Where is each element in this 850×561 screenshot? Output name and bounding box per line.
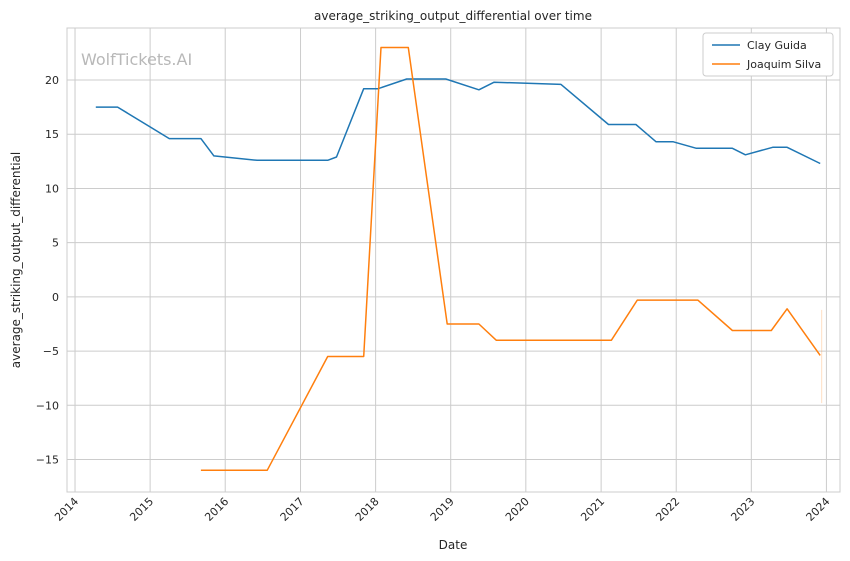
legend-label-clay-guida: Clay Guida bbox=[747, 39, 807, 52]
legend: Clay Guida Joaquim Silva bbox=[702, 32, 834, 77]
y-tick-label: 0 bbox=[52, 291, 59, 304]
y-tick-label: −15 bbox=[36, 453, 59, 466]
y-tick-label: 10 bbox=[45, 182, 59, 195]
series-line-clay-guida bbox=[95, 78, 821, 165]
series-line-joaquim-silva bbox=[200, 46, 821, 472]
y-tick-label: −5 bbox=[43, 345, 59, 358]
x-axis-label: Date bbox=[439, 538, 468, 552]
y-tick-label: −10 bbox=[36, 399, 59, 412]
grid bbox=[67, 28, 840, 492]
chart-title: average_striking_output_differential ove… bbox=[314, 9, 592, 23]
watermark: WolfTickets.AI bbox=[81, 50, 192, 69]
plot-frame bbox=[66, 27, 841, 493]
legend-box bbox=[702, 32, 834, 77]
series-lines bbox=[95, 46, 821, 472]
y-axis-label: average_striking_output_differential bbox=[9, 152, 23, 368]
y-tick-label: 20 bbox=[45, 74, 59, 87]
legend-label-joaquim-silva: Joaquim Silva bbox=[746, 58, 821, 71]
y-tick-label: 5 bbox=[52, 237, 59, 250]
y-tick-label: 15 bbox=[45, 128, 59, 141]
y-tick-labels: −15 −10 −5 0 5 10 15 20 bbox=[36, 74, 59, 466]
